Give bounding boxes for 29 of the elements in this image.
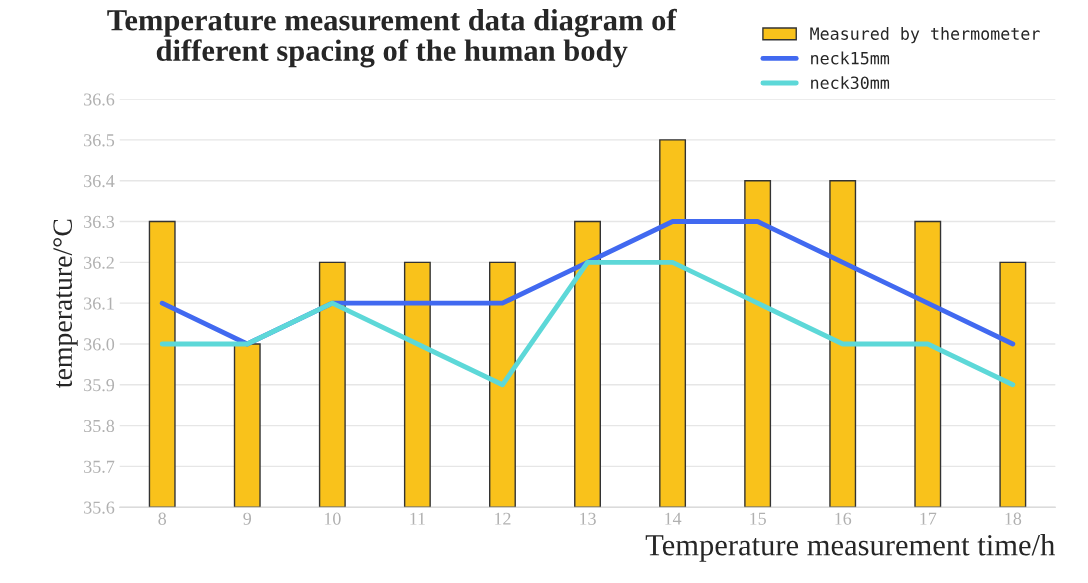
y-tick-label: 35.7: [84, 460, 115, 473]
x-tick-label: 11: [410, 512, 425, 525]
x-tick-label: 14: [665, 512, 682, 525]
legend-label: Measured by thermometer: [810, 27, 1040, 44]
y-tick-label: 36.1: [84, 297, 114, 310]
y-axis-title: temperature/°C: [53, 219, 78, 388]
line-series: [159, 259, 1016, 388]
y-tick-label: 35.9: [84, 379, 115, 392]
x-tick-label: 16: [835, 512, 852, 525]
legend-label: neck15mm: [811, 51, 890, 65]
y-tick-label: 36.2: [84, 256, 114, 269]
x-tick-label: 8: [158, 512, 167, 525]
y-tick-label: 36.0: [84, 338, 115, 351]
x-axis-title: Temperature measurement time/h: [645, 534, 1055, 562]
chart-title: Temperature measurement data diagram of different spacing of the human body: [107, 8, 677, 68]
y-tick-label: 36.5: [84, 134, 115, 147]
legend-label: neck30mm: [811, 76, 890, 90]
y-tick-label: 36.4: [84, 175, 115, 188]
y-tick-label: 35.8: [84, 419, 115, 433]
x-tick-label: 10: [324, 512, 341, 525]
y-tick-label: 36.3: [84, 215, 115, 229]
x-tick-label: 9: [243, 512, 252, 525]
x-tick-label: 18: [1005, 512, 1022, 525]
y-tick-label: 36.6: [84, 93, 115, 106]
x-tick-label: 12: [495, 512, 511, 525]
y-tick-label: 35.6: [84, 501, 115, 514]
x-tick-label: 17: [920, 512, 937, 525]
x-tick-label: 15: [750, 512, 766, 525]
x-tick-label: 13: [580, 512, 596, 525]
